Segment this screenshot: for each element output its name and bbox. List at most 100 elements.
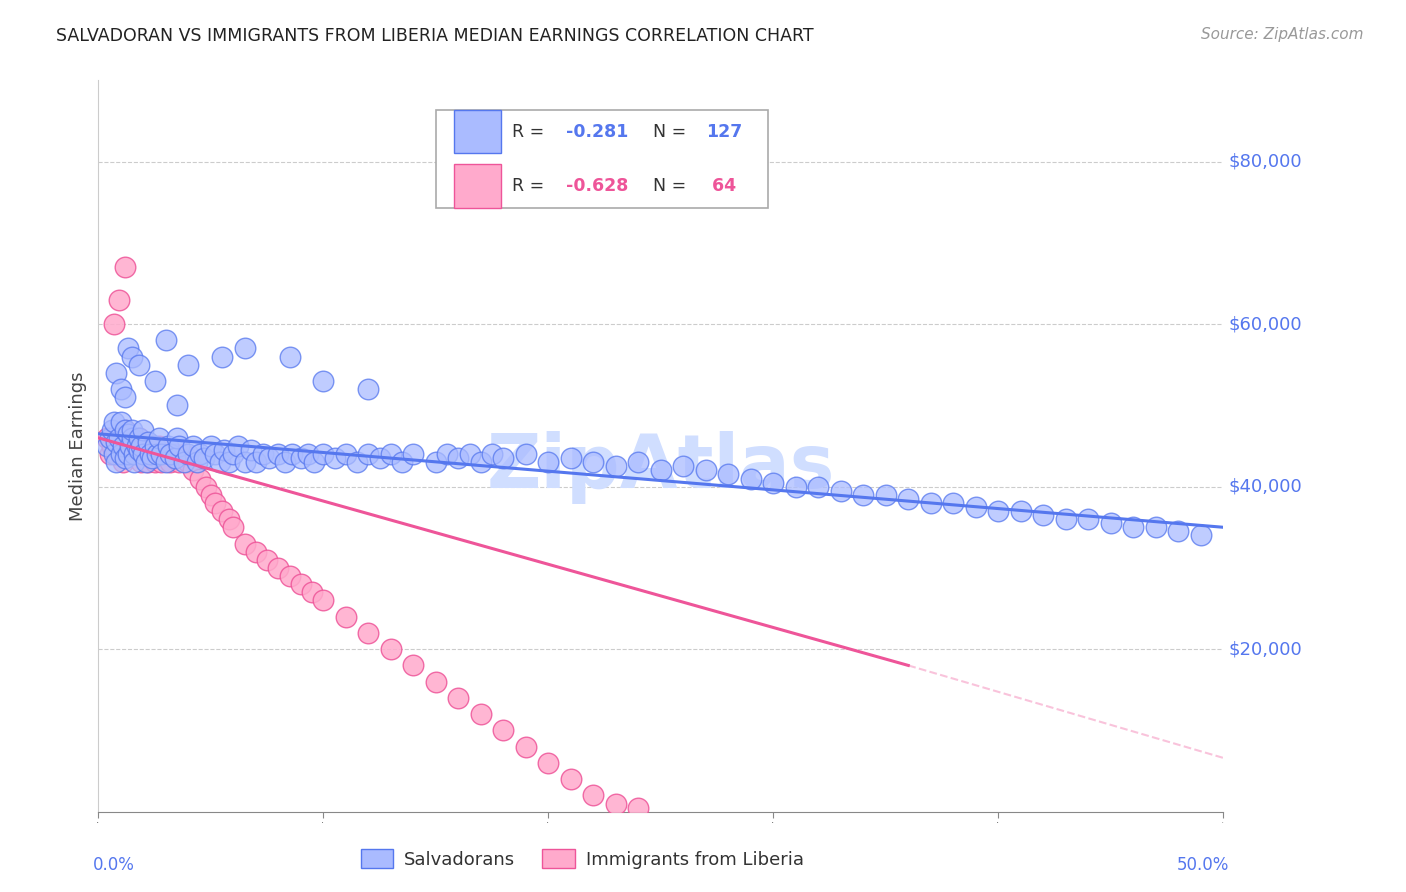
- Point: [143, 455, 166, 469]
- Point: [245, 455, 267, 469]
- Point: [103, 415, 125, 429]
- Point: [173, 447, 195, 461]
- Point: [188, 447, 211, 461]
- Point: [650, 463, 672, 477]
- Point: [357, 626, 380, 640]
- Point: [274, 455, 297, 469]
- Point: [492, 451, 515, 466]
- Point: [267, 447, 290, 461]
- Point: [425, 455, 447, 469]
- Text: $80,000: $80,000: [1229, 153, 1302, 170]
- Point: [157, 439, 180, 453]
- Point: [107, 439, 129, 453]
- Point: [155, 447, 177, 461]
- Point: [146, 447, 169, 461]
- Point: [125, 439, 148, 453]
- Point: [240, 443, 263, 458]
- Point: [470, 707, 492, 722]
- Point: [110, 415, 132, 429]
- Point: [1077, 512, 1099, 526]
- Point: [481, 447, 503, 461]
- Point: [132, 423, 155, 437]
- Point: [181, 439, 204, 453]
- Point: [391, 455, 413, 469]
- Point: [117, 439, 139, 453]
- Point: [214, 443, 236, 458]
- Point: [830, 483, 852, 498]
- Point: [166, 398, 188, 412]
- Point: [177, 447, 200, 461]
- Point: [204, 496, 226, 510]
- Point: [987, 504, 1010, 518]
- Point: [124, 439, 146, 453]
- Point: [301, 585, 323, 599]
- Text: SALVADORAN VS IMMIGRANTS FROM LIBERIA MEDIAN EARNINGS CORRELATION CHART: SALVADORAN VS IMMIGRANTS FROM LIBERIA ME…: [56, 27, 814, 45]
- Y-axis label: Median Earnings: Median Earnings: [69, 371, 87, 521]
- Point: [425, 674, 447, 689]
- Point: [103, 447, 125, 461]
- Point: [380, 447, 402, 461]
- Point: [560, 451, 582, 466]
- Point: [177, 358, 200, 372]
- Point: [458, 447, 481, 461]
- Text: N =: N =: [652, 178, 692, 195]
- Point: [98, 447, 121, 461]
- Text: -0.628: -0.628: [567, 178, 628, 195]
- Point: [278, 350, 301, 364]
- Point: [200, 439, 222, 453]
- Point: [114, 260, 136, 275]
- Point: [103, 317, 125, 331]
- Point: [105, 434, 128, 449]
- Legend: Salvadorans, Immigrants from Liberia: Salvadorans, Immigrants from Liberia: [353, 842, 811, 876]
- FancyBboxPatch shape: [454, 164, 501, 208]
- Point: [103, 431, 125, 445]
- Text: R =: R =: [512, 178, 550, 195]
- Point: [112, 455, 135, 469]
- Point: [312, 593, 335, 607]
- Text: N =: N =: [652, 123, 692, 141]
- Point: [181, 463, 204, 477]
- Point: [290, 451, 312, 466]
- Text: 0.0%: 0.0%: [93, 855, 135, 873]
- Point: [211, 350, 233, 364]
- Point: [135, 439, 157, 453]
- Point: [233, 342, 256, 356]
- Point: [357, 382, 380, 396]
- Point: [150, 447, 173, 461]
- Point: [129, 455, 152, 469]
- Text: 64: 64: [706, 178, 735, 195]
- Point: [143, 439, 166, 453]
- Point: [335, 609, 357, 624]
- Point: [114, 390, 136, 404]
- Point: [245, 544, 267, 558]
- Point: [105, 447, 128, 461]
- Point: [110, 447, 132, 461]
- Point: [278, 569, 301, 583]
- Point: [605, 459, 627, 474]
- Point: [852, 488, 875, 502]
- Point: [98, 431, 121, 445]
- Point: [155, 455, 177, 469]
- Point: [128, 431, 150, 445]
- Point: [402, 658, 425, 673]
- Point: [121, 431, 143, 445]
- Point: [1010, 504, 1032, 518]
- Point: [159, 447, 181, 461]
- Point: [297, 447, 319, 461]
- Point: [965, 500, 987, 514]
- Point: [312, 447, 335, 461]
- Point: [114, 423, 136, 437]
- Point: [173, 455, 195, 469]
- Point: [447, 690, 470, 705]
- Point: [323, 451, 346, 466]
- Point: [942, 496, 965, 510]
- Point: [169, 439, 191, 453]
- Point: [101, 423, 124, 437]
- Point: [128, 358, 150, 372]
- Point: [402, 447, 425, 461]
- Point: [112, 439, 135, 453]
- Point: [515, 447, 537, 461]
- Point: [114, 451, 136, 466]
- Point: [695, 463, 717, 477]
- Text: 50.0%: 50.0%: [1177, 855, 1229, 873]
